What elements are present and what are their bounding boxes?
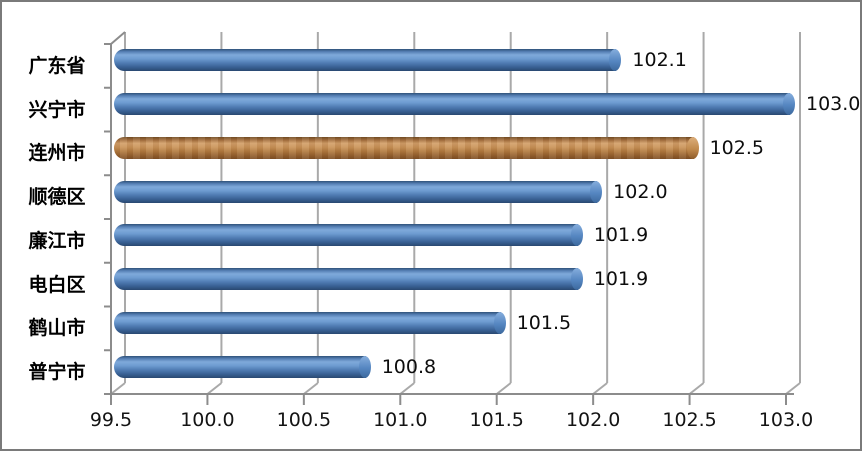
category-label: 廉江市 (28, 229, 86, 252)
data-label: 101.5 (516, 311, 572, 334)
bar (114, 355, 371, 378)
data-label: 103.0 (806, 93, 861, 116)
category-label: 兴宁市 (28, 98, 86, 121)
category-label: 普宁市 (28, 361, 86, 384)
x-axis-tick-label: 103.0 (758, 409, 814, 431)
category-label: 鹤山市 (28, 317, 86, 340)
data-label: 102.0 (613, 180, 668, 203)
x-axis-tick-label: 102.5 (662, 409, 717, 431)
bar (114, 224, 583, 247)
bar-end-cap (590, 180, 603, 203)
bar-end-cap (493, 311, 506, 334)
bar-end-cap (570, 268, 583, 291)
category-label: 连州市 (28, 142, 86, 165)
bar-end-cap (686, 136, 699, 159)
x-axis-tick-label: 102.0 (565, 409, 621, 431)
data-label: 101.9 (593, 224, 649, 247)
data-label: 102.5 (709, 136, 764, 159)
bar-highlighted (114, 136, 699, 159)
x-axis-tick-label: 100.5 (276, 409, 332, 431)
bar-end-cap (358, 355, 371, 378)
data-label: 102.1 (632, 49, 687, 72)
bar (114, 311, 506, 334)
data-label: 100.8 (381, 355, 437, 378)
bar (114, 180, 603, 203)
bar (114, 49, 622, 72)
x-axis-tick-label: 101.0 (373, 409, 428, 431)
bar-end-cap (609, 49, 622, 72)
bar-end-cap (783, 93, 795, 116)
x-axis-tick-label: 100.0 (180, 409, 235, 431)
category-label: 广东省 (28, 54, 86, 77)
x-axis-tick-label: 101.5 (469, 409, 524, 431)
category-label: 电白区 (28, 273, 86, 296)
bar (114, 268, 583, 291)
data-label: 101.9 (593, 268, 649, 291)
bar-end-cap (570, 224, 583, 247)
x-axis-tick-label: 99.5 (89, 409, 133, 431)
bar (114, 93, 795, 116)
category-label: 顺德区 (28, 186, 86, 209)
